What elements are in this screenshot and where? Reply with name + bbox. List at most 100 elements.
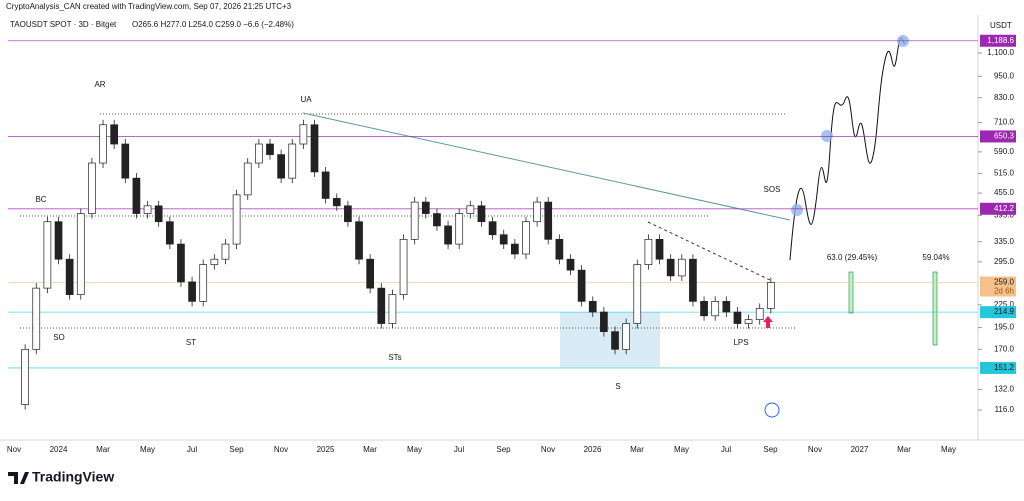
y-tick-label: 395.0 [994,211,1015,220]
candle-body [766,282,775,309]
candle-body [600,311,608,333]
x-tick-label: May [140,445,155,454]
candle-body [555,238,564,260]
candle-body [154,205,163,223]
x-tick-label: Sep [496,445,511,454]
candle-body [388,294,397,324]
annotation: SOS [764,185,781,194]
x-tick-label: Mar [630,445,644,454]
countdown-bg [980,285,1016,297]
candle-body [722,301,731,313]
x-tick-label: Sep [229,445,244,454]
candle-body [65,258,74,295]
candle-body [399,238,408,295]
annotation: ST [186,338,196,347]
candle-body [132,177,141,214]
logo-mark [8,472,29,484]
trendline [302,112,791,221]
x-tick-label: Mar [96,445,110,454]
target-marker [821,130,833,142]
candle-body [700,301,708,317]
y-tick-label: 295.0 [994,257,1015,266]
candle-body [477,205,486,223]
candle-body [121,143,130,179]
candle-body [511,243,519,255]
candle-body [455,213,464,245]
candle-body [633,264,642,324]
price-label-bg [980,306,1016,319]
y-tick-label: 710.0 [994,118,1015,127]
candle-body [110,124,119,145]
annotation: SO [53,333,65,342]
x-tick-label: May [674,445,689,454]
x-tick-label: Jul [454,445,464,454]
dashed-trendline [647,221,771,281]
x-tick-label: Mar [363,445,377,454]
candle-body [288,143,297,179]
candle-body [310,124,319,173]
accumulation-box [560,312,660,367]
candle-body [533,201,541,223]
candle-body [321,171,330,199]
annotation: UA [300,95,312,104]
y-tick-label: 116.0 [995,405,1015,414]
candle-body [366,258,375,289]
measure-bar [932,271,938,346]
candle-body [711,301,720,317]
candle-body [421,201,430,214]
candle-body [544,201,553,240]
candle-body [43,221,52,289]
candle-body [243,162,252,196]
candle-body [466,205,475,214]
x-tick-label: 2026 [584,445,602,454]
y-tick-label: 132.0 [994,385,1015,394]
price-label: 259.0 [994,278,1015,287]
y-tick-label: 950.0 [994,71,1015,80]
candle-body [255,143,263,164]
annotation: STs [388,353,401,362]
candle-body [622,323,631,350]
price-label-bg [980,130,1016,143]
brand[interactable]: TradingView [32,469,114,485]
candle-body [577,269,586,302]
annotation: 63.0 (29.45%) [827,253,878,262]
candle-body [410,201,419,240]
candle-body [165,221,174,245]
x-tick-label: 2025 [317,445,335,454]
candle-body [444,225,452,245]
candle-body [344,205,352,223]
candle-body [689,258,697,302]
x-tick-label: May [407,445,422,454]
y-tick-label: 335.0 [994,237,1015,246]
candle-body [522,221,530,255]
y-tick-label: 455.0 [994,188,1015,197]
annotation: 59.04% [922,253,949,262]
x-tick-label: Sep [763,445,778,454]
candle-body [299,124,308,145]
x-tick-label: Nov [541,445,555,454]
currency: USDT [990,21,1012,30]
price-label: 151.2 [994,363,1015,372]
y-tick-label: 1,100.0 [987,48,1014,57]
x-tick-label: Mar [897,445,911,454]
candle-body [566,258,575,271]
candle-body [588,301,597,313]
price-label-bg [980,34,1016,47]
candle-body [221,243,230,260]
x-tick-label: 2027 [851,445,869,454]
candle-body [744,319,753,324]
candle-body [76,213,85,295]
candle-body [143,205,152,214]
countdown: 2d 6h [994,287,1014,296]
candle-body [733,311,742,324]
annotation: LPS [733,338,748,347]
candle-body [644,238,653,265]
y-tick-label: 830.0 [994,93,1015,102]
alert-icon[interactable] [764,402,780,418]
x-tick-label: 2024 [50,445,68,454]
price-label: 412.2 [994,204,1015,213]
annotation: S [615,382,620,391]
x-tick-label: Jul [187,445,197,454]
candle-body [99,124,107,164]
